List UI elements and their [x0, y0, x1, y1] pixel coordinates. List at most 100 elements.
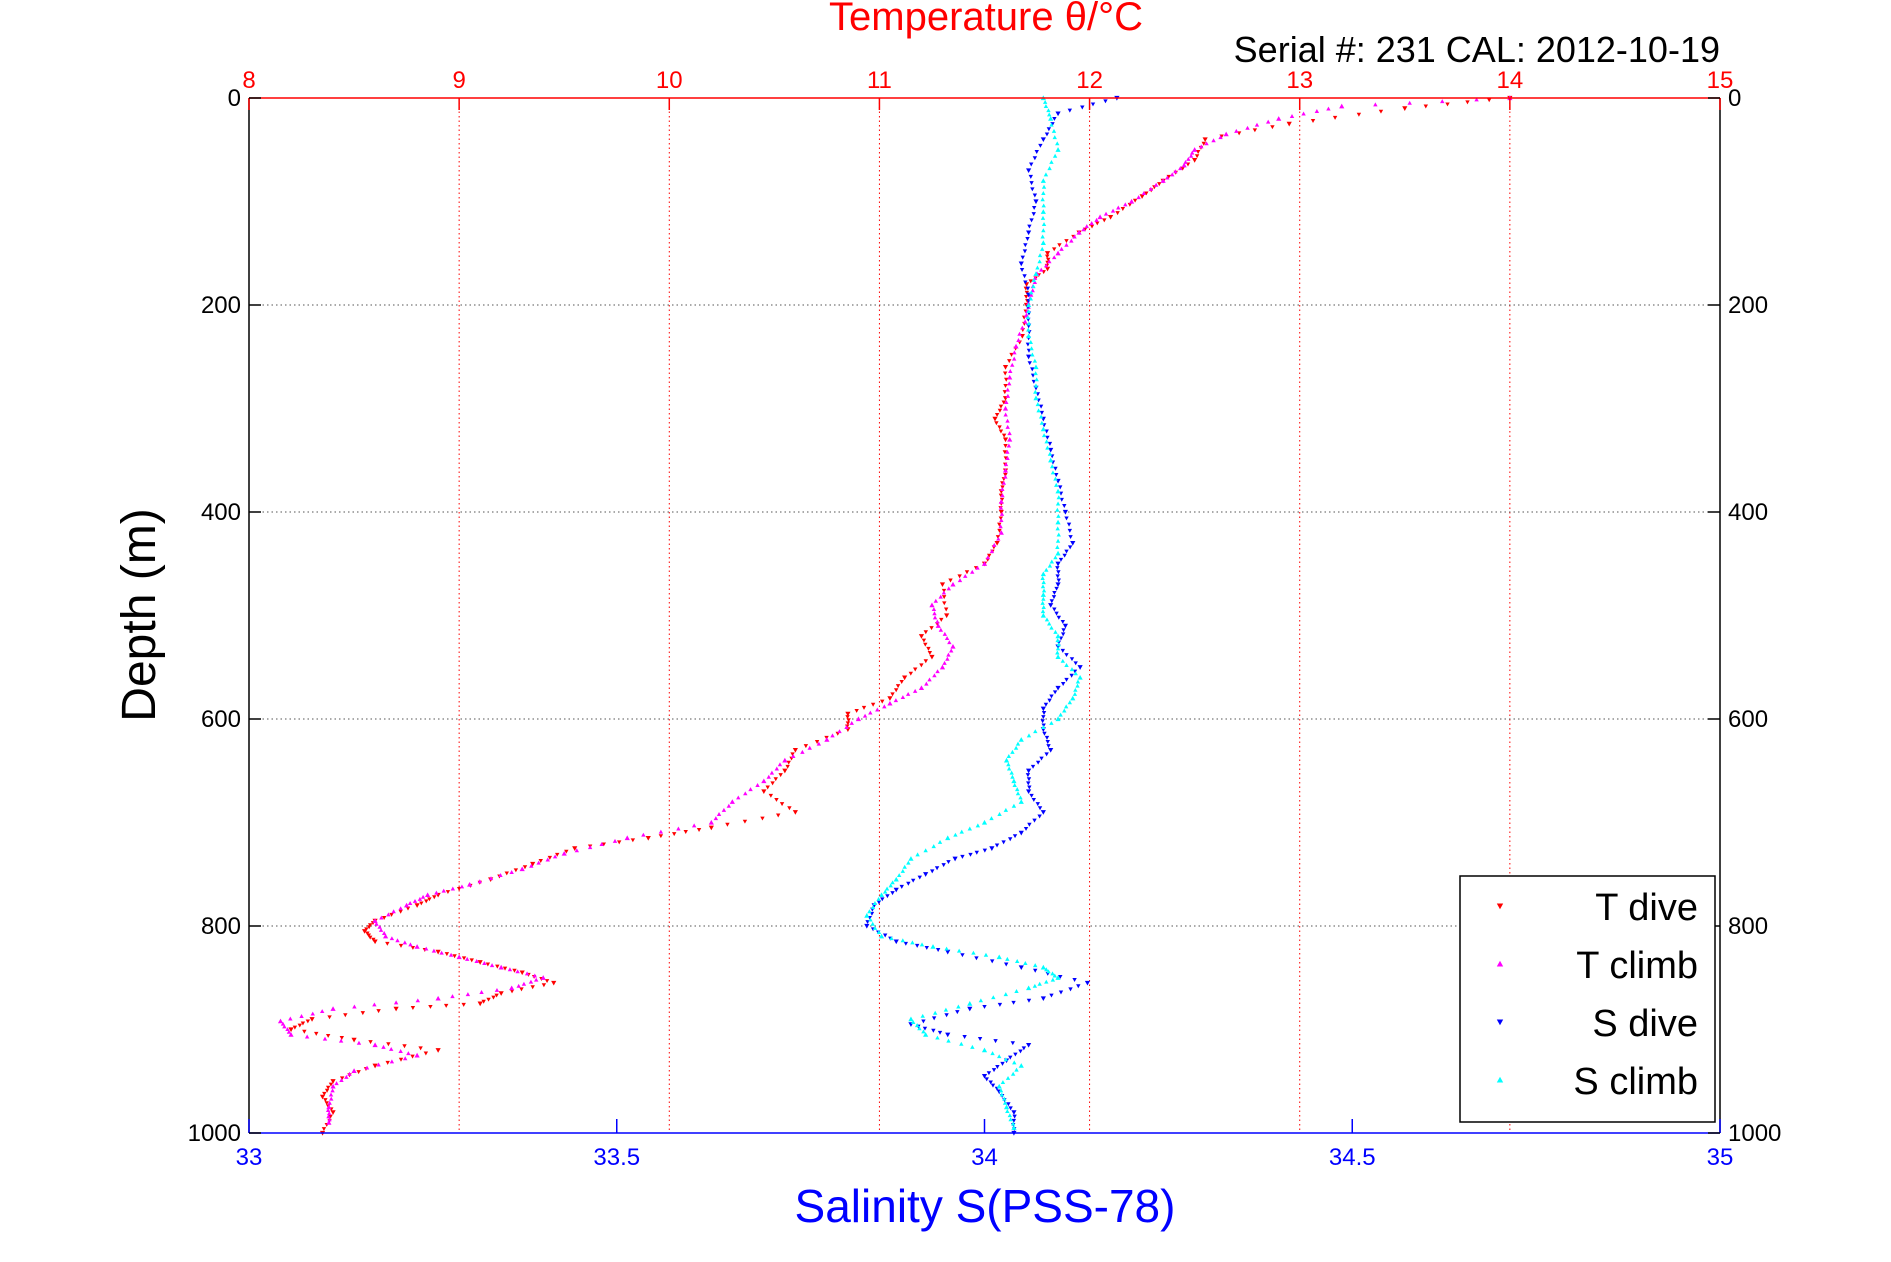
data-point-interp	[986, 553, 992, 558]
data-point-interp	[1012, 834, 1018, 839]
data-point-interp	[1015, 791, 1021, 796]
data-point-interp	[1076, 984, 1081, 989]
data-point-interp	[1054, 482, 1059, 487]
data-point-interp	[321, 1127, 327, 1132]
data-point-interp	[837, 729, 842, 734]
data-point-interp	[1049, 159, 1054, 164]
data-point-interp	[1054, 472, 1059, 477]
data-point	[845, 711, 851, 717]
data-point	[425, 892, 431, 898]
data-point-interp	[641, 832, 646, 837]
data-point-interp	[1373, 102, 1378, 107]
data-point-interp	[1059, 246, 1064, 251]
data-point-interp	[906, 860, 911, 865]
data-point-interp	[533, 977, 539, 982]
data-point-interp	[803, 744, 809, 749]
data-point-interp	[994, 412, 1000, 417]
data-point-interp	[280, 1021, 286, 1026]
data-point-interp	[1061, 628, 1066, 633]
data-point-interp	[282, 1024, 287, 1029]
data-point-interp	[327, 1111, 332, 1116]
data-point-interp	[395, 938, 400, 943]
data-point	[1040, 240, 1046, 245]
data-point-interp	[402, 940, 408, 945]
data-point-interp	[960, 854, 965, 859]
data-point-interp	[1014, 989, 1019, 993]
data-point	[1003, 1104, 1010, 1110]
data-point	[952, 856, 958, 862]
data-point-interp	[398, 906, 403, 911]
data-point-interp	[920, 1013, 925, 1018]
data-point-interp	[1031, 212, 1036, 217]
data-point	[893, 939, 899, 945]
tick-label-top: 9	[452, 67, 465, 94]
data-point-interp	[1044, 429, 1049, 434]
data-point-interp	[1003, 383, 1008, 388]
data-point	[1192, 147, 1198, 152]
data-point-interp	[1051, 595, 1057, 600]
data-point-interp	[960, 953, 965, 958]
data-point-interp	[1180, 166, 1185, 171]
data-point-interp	[412, 898, 418, 903]
data-point-interp	[777, 762, 783, 767]
data-point-interp	[541, 983, 547, 988]
data-point-interp	[962, 1034, 967, 1039]
data-point	[1007, 436, 1013, 442]
data-point-interp	[870, 905, 876, 910]
data-point	[1055, 250, 1061, 256]
data-point-interp	[299, 1014, 304, 1019]
data-point-interp	[1000, 1061, 1005, 1066]
data-point-interp	[285, 1027, 290, 1032]
data-point-interp	[486, 997, 491, 1002]
data-point-interp	[945, 656, 950, 661]
data-point	[908, 856, 914, 861]
data-point-interp	[984, 1077, 989, 1082]
data-point-interp	[381, 1044, 386, 1049]
data-point-interp	[1002, 450, 1008, 455]
data-point-interp	[450, 886, 456, 891]
data-point	[414, 944, 420, 949]
data-point	[878, 933, 885, 939]
data-point-interp	[1025, 315, 1031, 320]
data-point	[930, 944, 936, 949]
tick-label-right: 400	[1728, 499, 1768, 526]
data-point-interp	[1005, 449, 1010, 454]
data-point-interp	[450, 994, 455, 999]
data-point	[1077, 675, 1083, 680]
data-point-interp	[329, 1096, 334, 1101]
data-point-interp	[1026, 781, 1031, 786]
tick-label-bottom: 35	[1707, 1144, 1734, 1171]
data-point	[1018, 737, 1024, 742]
data-point-interp	[716, 812, 722, 816]
data-point	[572, 846, 578, 851]
tick-label-top: 11	[867, 67, 892, 94]
data-point-interp	[432, 895, 437, 900]
data-point	[998, 509, 1004, 515]
data-point-interp	[360, 1011, 366, 1016]
legend-marker	[1496, 960, 1504, 967]
data-point-interp	[286, 1029, 292, 1034]
data-point-interp	[532, 973, 537, 978]
data-point-interp	[378, 927, 384, 932]
data-point-interp	[937, 839, 943, 844]
data-point-interp	[906, 881, 911, 886]
data-point-interp	[538, 859, 543, 863]
data-point	[351, 1037, 357, 1043]
data-point-interp	[1049, 599, 1055, 604]
data-point-interp	[941, 595, 947, 600]
data-point-interp	[765, 785, 770, 790]
data-point	[981, 1073, 988, 1079]
data-point	[1002, 365, 1009, 370]
data-point-interp	[529, 863, 534, 868]
data-point	[989, 846, 995, 851]
data-point-interp	[725, 822, 730, 827]
data-point-interp	[524, 971, 530, 976]
data-point-interp	[617, 840, 622, 845]
data-point-interp	[1063, 704, 1069, 709]
data-point-interp	[1178, 166, 1183, 171]
data-point-interp	[1194, 154, 1200, 159]
data-point	[1048, 603, 1054, 608]
tick-label-top: 13	[1286, 67, 1313, 94]
data-point-interp	[1069, 667, 1075, 672]
